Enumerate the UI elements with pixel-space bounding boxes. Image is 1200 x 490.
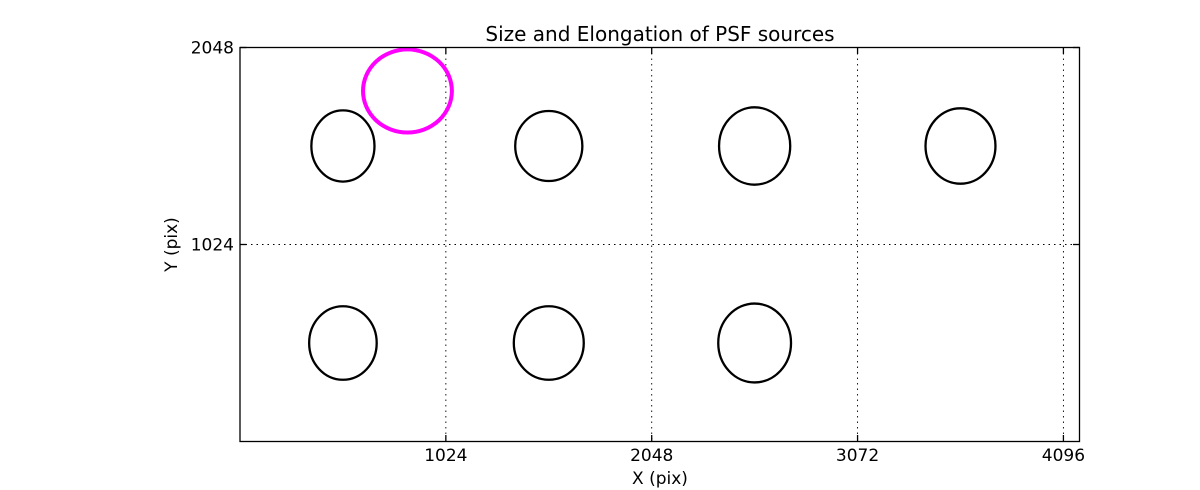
ellipse-layer — [308, 47, 997, 384]
x-tick-label: 4096 — [1042, 446, 1085, 466]
psf-ellipse — [310, 109, 376, 183]
x-axis-label: X (pix) — [632, 469, 688, 489]
axes-frame — [239, 46, 1081, 443]
psf-ellipse — [717, 106, 792, 186]
y-tick-label: 2048 — [191, 39, 234, 59]
y-tick-label: 1024 — [191, 236, 234, 256]
highlighted-psf-ellipse — [361, 47, 454, 135]
x-tick-label: 3072 — [836, 446, 879, 466]
psf-ellipse — [717, 302, 793, 384]
x-tick-label: 2048 — [630, 446, 673, 466]
x-tick-label: 1024 — [424, 446, 467, 466]
psf-ellipse — [512, 305, 585, 381]
y-axis-label: Y (pix) — [162, 217, 182, 273]
psf-ellipse — [924, 107, 997, 185]
chart-title: Size and Elongation of PSF sources — [485, 22, 834, 46]
tick-layer: 1024 2048 3072 4096 1024 2048 — [191, 39, 1085, 467]
psf-ellipse — [514, 109, 584, 183]
psf-ellipse — [308, 305, 378, 381]
